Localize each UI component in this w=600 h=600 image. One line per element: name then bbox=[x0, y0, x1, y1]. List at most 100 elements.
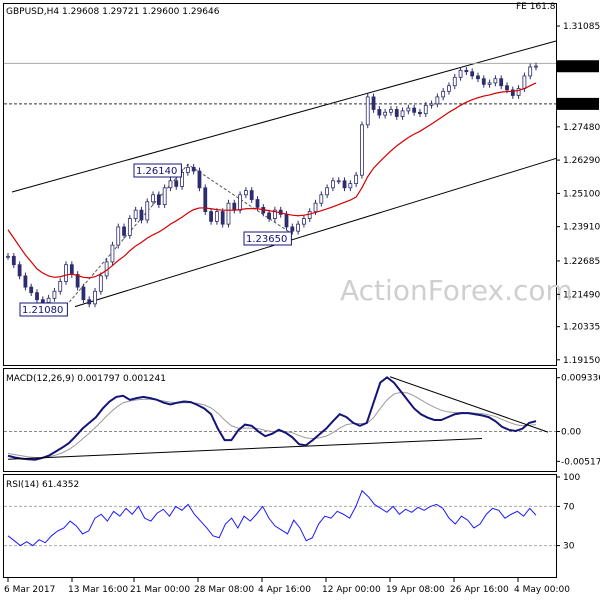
price-candle-body bbox=[383, 111, 388, 116]
label-low-21080-box bbox=[19, 302, 68, 317]
price-candle-body bbox=[35, 292, 39, 301]
price-candle-body bbox=[232, 202, 237, 211]
price-tick-label: 1.22685 bbox=[563, 257, 600, 267]
price-candle-body bbox=[510, 89, 515, 96]
macd-signal-line bbox=[7, 391, 537, 458]
x-tick-label: 13 Mar 16:00 bbox=[68, 585, 128, 595]
price-tick-label: 1.21490 bbox=[563, 290, 600, 300]
price-candle-body bbox=[522, 75, 527, 89]
macd-title: MACD(12,26,9) 0.001797 0.001241 bbox=[6, 374, 166, 384]
price-candle-body bbox=[64, 264, 68, 282]
price-candle-body bbox=[273, 209, 277, 219]
price-candle-body bbox=[296, 223, 301, 232]
price-candle-body bbox=[371, 96, 376, 110]
price-candle-body bbox=[348, 183, 353, 189]
price-candle-body bbox=[389, 109, 393, 113]
price-layer: 1.26140 1.23650 1.21080 bbox=[4, 40, 557, 317]
macd-panel-frame bbox=[3, 368, 557, 472]
x-tick-label: 26 Apr 16:00 bbox=[450, 585, 509, 595]
rsi-panel-frame bbox=[3, 474, 557, 578]
x-tick-label: 4 Apr 16:00 bbox=[258, 585, 311, 595]
price-candle-body bbox=[481, 78, 486, 85]
label-low-23650: 1.23650 bbox=[246, 234, 287, 245]
axis-layer: 1.31085 1.27480 1.26290 1.25100 1.23910 1.226… bbox=[4, 22, 600, 595]
price-tick-label: 1.20335 bbox=[563, 323, 600, 333]
price-candle-body bbox=[447, 85, 451, 92]
x-tick-label: 6 Mar 2017 bbox=[4, 585, 55, 595]
price-candle-body bbox=[290, 226, 295, 232]
price-candle-body bbox=[354, 174, 359, 185]
price-tick-label: 1.27480 bbox=[563, 123, 600, 133]
x-tick-label: 4 May 00:00 bbox=[514, 585, 570, 595]
x-tick-label: 28 Mar 08:00 bbox=[194, 585, 254, 595]
price-candle-body bbox=[238, 194, 242, 211]
price-candle-body bbox=[69, 264, 74, 275]
price-candle-body bbox=[505, 85, 509, 91]
rsi-line bbox=[7, 489, 537, 547]
label-low-23650-box bbox=[243, 231, 292, 246]
channel-lower-line bbox=[74, 157, 557, 308]
level-label-box bbox=[557, 97, 599, 110]
price-candle-body bbox=[325, 187, 330, 196]
price-candle-body bbox=[400, 110, 405, 117]
watermark: ActionForex.com bbox=[340, 274, 573, 307]
price-candle-body bbox=[133, 209, 138, 219]
price-candle-body bbox=[185, 166, 190, 173]
label-high-26140: 1.26140 bbox=[136, 166, 177, 177]
channel-upper-line bbox=[11, 40, 557, 193]
price-candle-body bbox=[331, 180, 335, 189]
price-candle-body bbox=[209, 211, 213, 222]
price-candle-body bbox=[255, 199, 260, 208]
price-candle-body bbox=[360, 124, 364, 176]
price-candle-body bbox=[336, 180, 341, 183]
price-candle-body bbox=[429, 103, 434, 106]
last-price-label: 1.29646 bbox=[560, 63, 597, 73]
price-candle-body bbox=[394, 109, 399, 117]
price-candle-body bbox=[493, 78, 498, 84]
macd-tick-label: 0.00 bbox=[561, 428, 581, 438]
x-tick-label: 21 Mar 00:00 bbox=[130, 585, 190, 595]
price-candle-body bbox=[122, 226, 126, 236]
price-candle-body bbox=[499, 78, 504, 87]
price-tick-label: 1.26290 bbox=[563, 156, 600, 166]
price-candle-body bbox=[127, 218, 132, 236]
price-candle-body bbox=[145, 201, 150, 221]
rsi-tick-label: 30 bbox=[563, 542, 575, 552]
price-candle-body bbox=[458, 69, 463, 78]
price-candle-body bbox=[435, 96, 440, 105]
price-candle-body bbox=[75, 274, 80, 288]
rsi-tick-label: 100 bbox=[563, 473, 580, 483]
price-candle-body bbox=[110, 244, 115, 263]
price-candle-body bbox=[487, 82, 492, 85]
price-candle-body bbox=[46, 297, 51, 303]
price-candle-body bbox=[476, 75, 480, 80]
price-candle-body bbox=[516, 88, 521, 96]
price-tick-label: 1.23910 bbox=[563, 223, 600, 233]
price-tick-label: 1.25100 bbox=[563, 189, 600, 199]
price-candle-body bbox=[452, 76, 457, 87]
price-candle-body bbox=[302, 218, 306, 225]
price-tick-label: 1.31085 bbox=[563, 22, 600, 32]
price-candle-body bbox=[81, 286, 86, 301]
price-candle-body bbox=[168, 180, 173, 189]
price-candle-body bbox=[203, 187, 208, 212]
price-candle-body bbox=[23, 275, 28, 288]
price-candle-body bbox=[52, 290, 57, 299]
price-candle-body bbox=[307, 211, 312, 219]
price-candle-body bbox=[220, 211, 225, 225]
price-candle-body bbox=[6, 255, 10, 258]
price-candle-body bbox=[93, 290, 97, 305]
price-candle-body bbox=[11, 255, 16, 266]
price-candle-body bbox=[418, 111, 422, 115]
price-candle-body bbox=[470, 71, 475, 77]
price-candle-body bbox=[29, 286, 34, 294]
price-candle-body bbox=[534, 65, 538, 68]
macd-line bbox=[7, 376, 537, 461]
price-candle-body bbox=[162, 187, 167, 205]
price-panel-frame bbox=[3, 3, 557, 366]
price-candle-body bbox=[249, 190, 254, 200]
price-candle-body bbox=[98, 275, 103, 292]
price-candle-body bbox=[406, 107, 411, 112]
macd-layer bbox=[4, 376, 556, 461]
level-label: 1.28300 bbox=[560, 100, 597, 110]
